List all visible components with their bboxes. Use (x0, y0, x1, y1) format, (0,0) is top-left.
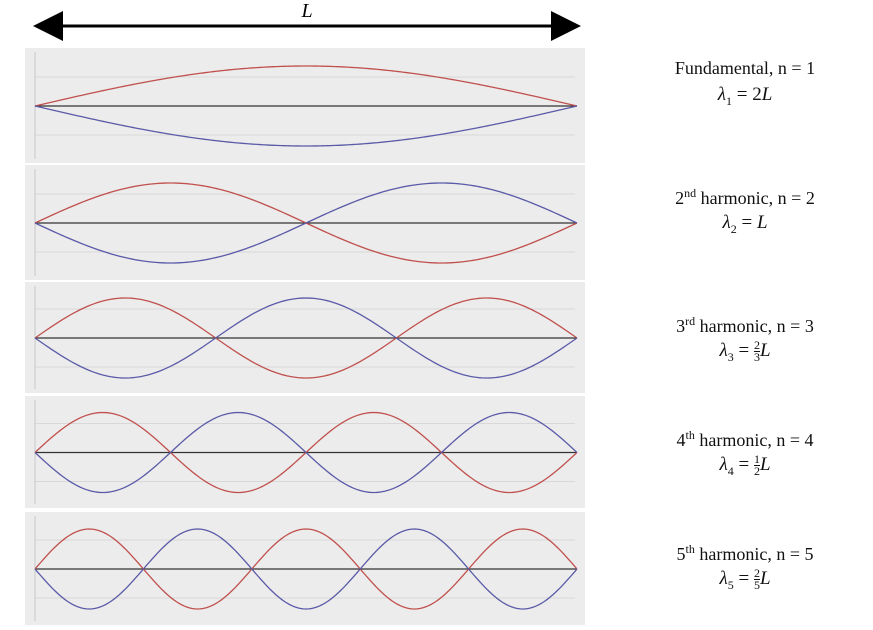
numerator: 2 (753, 566, 760, 581)
standing-wave (34, 297, 578, 379)
standing-wave (34, 65, 578, 107)
label-text: harmonic, n = (694, 430, 805, 450)
label-text: Fundamental, n = (674, 58, 807, 78)
lambda-subscript: 4 (727, 463, 734, 478)
harmonic-label: 4th harmonic, n = 4 (620, 428, 870, 451)
variable: L (759, 568, 771, 589)
equals: = (733, 340, 754, 361)
variable: L (761, 84, 773, 105)
harmonic-number: 2 (805, 188, 815, 208)
wavelength-formula: λ2 = L (620, 212, 870, 237)
standing-wave (34, 528, 578, 610)
equals: = (736, 212, 757, 233)
ordinal: 4 (676, 430, 686, 450)
ordinal-suffix: th (685, 428, 695, 442)
harmonic-label: 3rd harmonic, n = 3 (620, 314, 870, 337)
ordinal: 2 (675, 188, 685, 208)
lambda: λ (719, 568, 728, 589)
harmonic-number: 4 (804, 430, 814, 450)
standing-wave (34, 528, 578, 610)
lambda: λ (719, 340, 728, 361)
lambda-subscript: 2 (730, 221, 737, 236)
ordinal-suffix: nd (684, 186, 697, 200)
lambda-subscript: 1 (725, 93, 732, 108)
standing-wave (34, 411, 578, 494)
harmonic-number: 1 (806, 58, 816, 78)
harmonic-label: Fundamental, n = 1 (620, 58, 870, 79)
denominator: 3 (753, 350, 760, 365)
standing-wave (34, 182, 578, 264)
label-text: harmonic, n = (696, 188, 806, 208)
coefficient: 2 (752, 84, 762, 105)
denominator: 2 (753, 464, 760, 479)
numerator: 1 (753, 452, 760, 467)
harmonic-label: 5th harmonic, n = 5 (620, 542, 870, 565)
variable: L (759, 340, 771, 361)
lambda-subscript: 5 (727, 577, 734, 592)
lambda: λ (719, 454, 728, 475)
denominator: 5 (753, 578, 760, 593)
lambda: λ (722, 212, 731, 233)
lambda-subscript: 3 (727, 349, 734, 364)
equals: = (733, 568, 754, 589)
ordinal-suffix: th (685, 542, 695, 556)
numerator: 2 (753, 338, 760, 353)
variable: L (756, 212, 768, 233)
ordinal: 3 (676, 316, 686, 336)
equals: = (731, 84, 753, 105)
harmonic-number: 5 (804, 544, 814, 564)
harmonic-number: 3 (804, 316, 814, 336)
ordinal: 5 (676, 544, 686, 564)
variable: L (759, 454, 771, 475)
lambda: λ (717, 84, 726, 105)
standing-wave (34, 297, 578, 379)
length-label: L (300, 0, 312, 22)
harmonic-label: 2nd harmonic, n = 2 (620, 186, 870, 209)
equals: = (733, 454, 754, 475)
standing-wave (34, 105, 578, 147)
label-text: harmonic, n = (694, 544, 805, 564)
ordinal-suffix: rd (685, 314, 696, 328)
label-text: harmonic, n = (695, 316, 805, 336)
wavelength-formula: λ1 = 2L (620, 84, 870, 109)
